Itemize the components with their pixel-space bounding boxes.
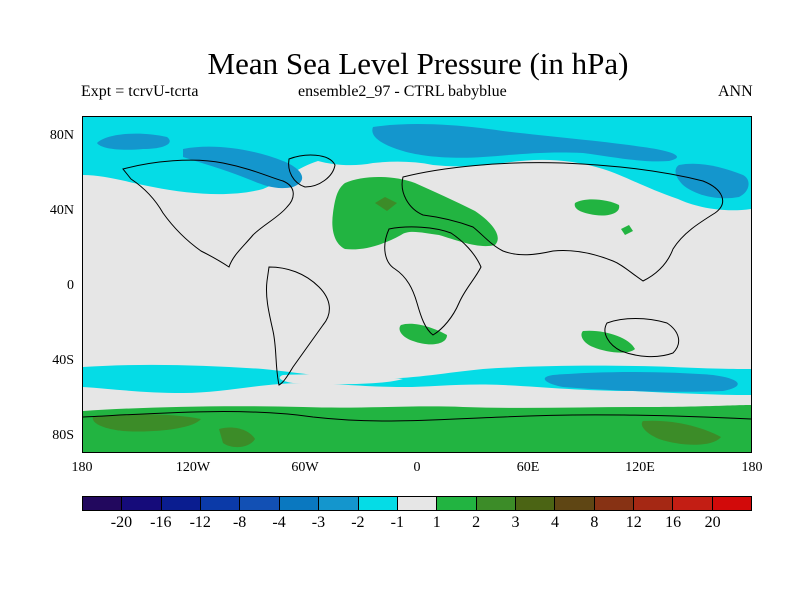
- colorbar-swatch: [594, 497, 635, 510]
- x-tick-label: 60E: [516, 460, 540, 475]
- africa-coastline: [384, 226, 482, 336]
- y-tick-label: 80N: [49, 128, 74, 143]
- antarctic-dark-green-patch-east: [641, 420, 721, 445]
- colorbar-swatch: [437, 497, 477, 510]
- asia-small-green-patch: [621, 225, 633, 235]
- colorbar-swatch: [358, 497, 398, 510]
- colorbar-swatch: [712, 497, 752, 510]
- pressure-map: [82, 116, 752, 453]
- colorbar-swatch: [161, 497, 202, 510]
- colorbar-swatch: [279, 497, 320, 510]
- colorbar-swatch: [515, 497, 556, 510]
- x-tick-label: 0: [413, 460, 421, 475]
- greenland-coastline: [288, 154, 336, 188]
- antarctic-dark-green-patch-central: [219, 427, 255, 448]
- x-tick-label: 120W: [175, 460, 211, 475]
- arctic-mid-blue-patch-far-east: [675, 163, 749, 199]
- colorbar-label: -1: [390, 514, 404, 531]
- europe-green-region: [332, 177, 498, 250]
- antarctic-dark-green-patch-west: [92, 414, 201, 432]
- antarctica-coastline: [83, 411, 751, 422]
- arctic-mid-blue-patch-west: [97, 133, 170, 150]
- europe-dark-green-patch: [375, 197, 397, 211]
- colorbar-label: 4: [550, 514, 559, 531]
- ensemble-label: ensemble2_97 - CTRL babyblue: [298, 83, 507, 100]
- colorbar-swatch: [555, 497, 595, 510]
- colorbar-label: 2: [472, 514, 481, 531]
- x-tick-label: 120E: [625, 460, 655, 475]
- colorbar-swatch: [397, 497, 438, 510]
- colorbar-label: 16: [665, 514, 682, 531]
- colorbar-label: -20: [110, 514, 133, 531]
- x-tick-label: 180: [71, 460, 93, 475]
- south-atlantic-green-patch: [399, 323, 447, 345]
- colorbar-swatch: [634, 497, 674, 510]
- north-america-coastline: [122, 159, 294, 268]
- colorbar-label: 12: [625, 514, 642, 531]
- colorbar-label: -4: [272, 514, 286, 531]
- indian-ocean-green-patch: [581, 330, 635, 353]
- colorbar-label: -12: [189, 514, 211, 531]
- y-tick-label: 80S: [52, 428, 74, 443]
- x-tick-label: 60W: [291, 460, 319, 475]
- southern-ocean-mid-blue-patch: [544, 372, 738, 392]
- colorbar-label: 3: [511, 514, 520, 531]
- y-tick-label: 40S: [52, 353, 74, 368]
- asia-green-patch: [574, 199, 620, 216]
- colorbar-swatch: [476, 497, 516, 510]
- colorbar-swatch: [240, 497, 280, 510]
- coastlines: [83, 154, 751, 422]
- colorbar-label: 8: [590, 514, 599, 531]
- map-title: Mean Sea Level Pressure (in hPa): [207, 46, 629, 81]
- colorbar-label: -8: [232, 514, 247, 531]
- colorbar-label: -2: [351, 514, 365, 531]
- colorbar-label: -3: [311, 514, 326, 531]
- y-tick-label: 40N: [49, 203, 74, 218]
- colorbar-swatch: [83, 497, 123, 510]
- colorbar-swatch: [122, 497, 162, 510]
- arctic-mid-blue-patch-east: [372, 124, 677, 162]
- south-america-coastline: [266, 266, 330, 386]
- season-label: ANN: [718, 83, 753, 100]
- colorbar-swatch: [201, 497, 241, 510]
- eurasia-coastline: [401, 162, 724, 282]
- australia-coastline: [604, 318, 680, 358]
- colorbar: [82, 496, 752, 511]
- colorbar-swatch: [319, 497, 359, 510]
- colorbar-swatch: [673, 497, 713, 510]
- colorbar-label: 1: [432, 514, 441, 531]
- colorbar-label: 20: [704, 514, 721, 531]
- y-tick-label: 0: [67, 278, 74, 293]
- colorbar-label: -16: [150, 514, 172, 531]
- x-tick-label: 180: [741, 460, 763, 475]
- southern-ocean-gap: [279, 374, 403, 385]
- experiment-label: Expt = tcrvU-tcrta: [81, 83, 199, 100]
